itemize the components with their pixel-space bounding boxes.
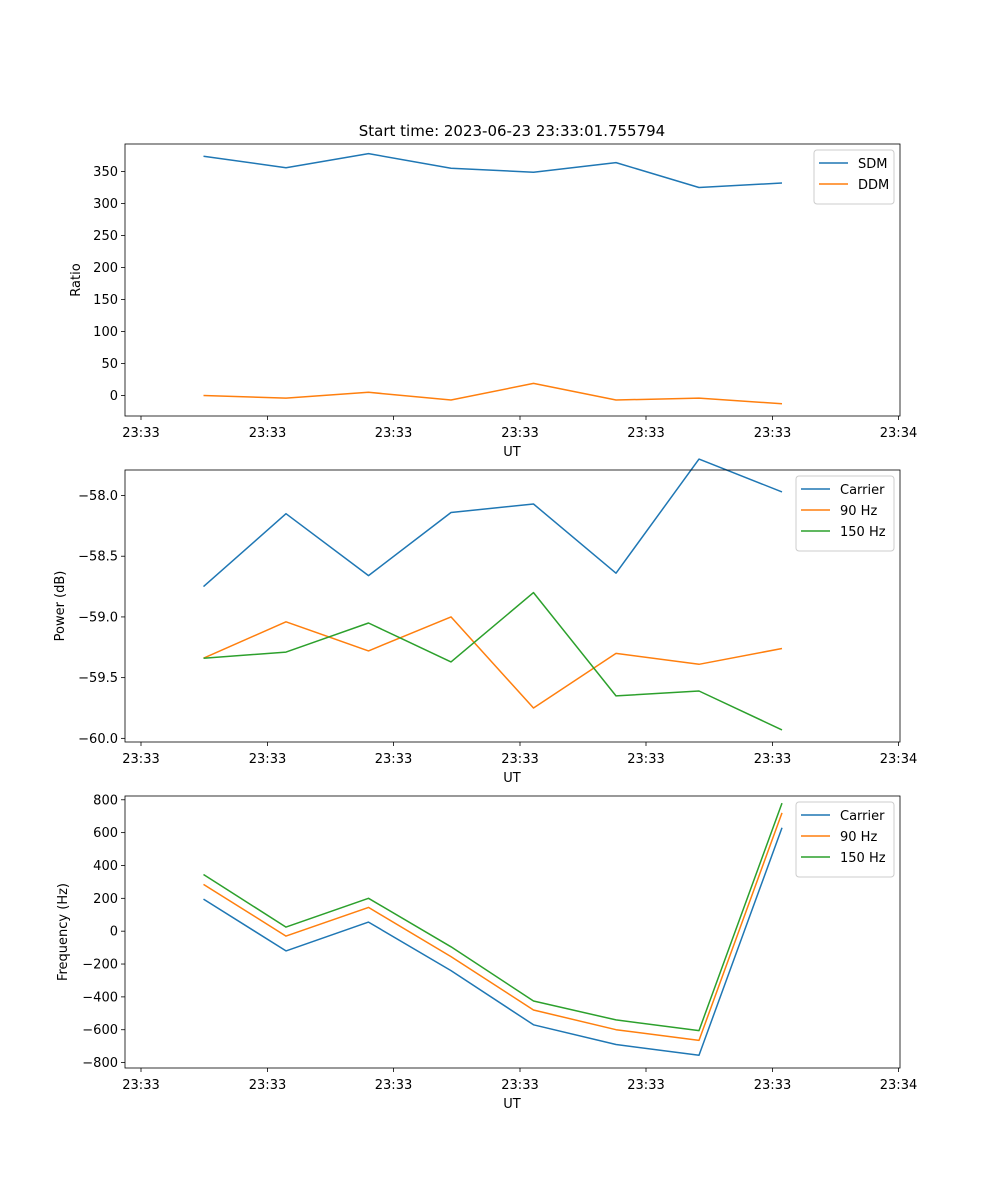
- ratio-panel: 23:33 23:33 23:33 23:33 23:33 23:33 23:34 0 50 10…: [69, 143, 917, 460]
- x-tick-label: 23:33: [627, 426, 664, 441]
- axes-frame: [124, 795, 901, 1069]
- series-line-carrier: [203, 458, 783, 588]
- frequency-panel: 23:33 23:33 23:33 23:33 23:33 23:33 23:34 −800 −…: [56, 793, 917, 1112]
- x-tick-label: 23:33: [122, 426, 159, 441]
- legend-label: 150 Hz: [840, 851, 886, 866]
- y-tick-label: 300: [93, 197, 118, 212]
- y-tick-label: 0: [110, 925, 118, 940]
- x-tick-label: 23:34: [880, 752, 917, 767]
- x-tick-label: 23:33: [375, 1078, 412, 1093]
- y-tick-label: 600: [93, 826, 118, 841]
- series-line-90-hz: [203, 812, 783, 1042]
- y-tick-label: 250: [93, 229, 118, 244]
- x-tick-label: 23:33: [249, 1078, 286, 1093]
- series-line-150-hz: [203, 591, 783, 731]
- axes-frame: [124, 143, 901, 417]
- x-tick-label: 23:33: [122, 752, 159, 767]
- x-tick-label: 23:33: [249, 426, 286, 441]
- y-tick-label: 0: [110, 389, 118, 404]
- legend-box: [795, 801, 895, 878]
- y-tick-label: 800: [93, 793, 118, 808]
- x-tick-label: 23:33: [627, 752, 664, 767]
- x-tick-label: 23:33: [375, 426, 412, 441]
- legend-label: DDM: [858, 178, 889, 193]
- x-axis-label: UT: [503, 1097, 521, 1112]
- y-axis-label: Ratio: [69, 263, 84, 296]
- x-tick-label: 23:33: [122, 1078, 159, 1093]
- y-tick-label: −59.0: [78, 610, 118, 625]
- series-line-carrier: [203, 827, 783, 1056]
- y-tick-label: −200: [82, 958, 118, 973]
- y-axis-label: Power (dB): [53, 571, 68, 642]
- chart-title: Start time: 2023-06-23 23:33:01.755794: [359, 122, 665, 140]
- power-panel: 23:33 23:33 23:33 23:33 23:33 23:33 23:34 −60.0…: [53, 458, 917, 786]
- legend-label: 150 Hz: [840, 525, 886, 540]
- y-tick-label: 200: [93, 261, 118, 276]
- y-tick-label: −60.0: [78, 732, 118, 747]
- x-axis-label: UT: [503, 771, 521, 786]
- y-tick-label: −400: [82, 990, 118, 1005]
- x-tick-label: 23:33: [754, 752, 791, 767]
- y-tick-label: 150: [93, 293, 118, 308]
- legend-label: 90 Hz: [840, 504, 877, 519]
- y-tick-label: −59.5: [78, 671, 118, 686]
- x-tick-label: 23:33: [627, 1078, 664, 1093]
- x-axis-label: UT: [503, 445, 521, 460]
- legend-label: SDM: [858, 157, 887, 172]
- y-tick-label: −600: [82, 1023, 118, 1038]
- x-tick-label: 23:34: [880, 426, 917, 441]
- y-tick-label: 50: [101, 357, 118, 372]
- y-tick-label: 350: [93, 165, 118, 180]
- legend: Carrier 90 Hz 150 Hz: [795, 801, 895, 878]
- y-tick-label: 400: [93, 859, 118, 874]
- y-axis-label: Frequency (Hz): [56, 883, 71, 981]
- y-tick-label: −800: [82, 1056, 118, 1071]
- x-tick-label: 23:33: [501, 1078, 538, 1093]
- series-line-sdm: [203, 152, 783, 189]
- y-tick-label: −58.0: [78, 489, 118, 504]
- x-tick-label: 23:34: [880, 1078, 917, 1093]
- legend-label: 90 Hz: [840, 830, 877, 845]
- x-tick-label: 23:33: [501, 752, 538, 767]
- y-tick-label: 200: [93, 892, 118, 907]
- y-tick-label: 100: [93, 325, 118, 340]
- legend-box: [795, 475, 895, 552]
- legend-label: Carrier: [840, 809, 885, 824]
- legend: Carrier 90 Hz 150 Hz: [795, 475, 895, 552]
- series-line-ddm: [203, 382, 783, 405]
- series-line-90-hz: [203, 616, 783, 709]
- x-tick-label: 23:33: [501, 426, 538, 441]
- x-tick-label: 23:33: [754, 1078, 791, 1093]
- x-tick-label: 23:33: [754, 426, 791, 441]
- x-tick-label: 23:33: [375, 752, 412, 767]
- legend-label: Carrier: [840, 483, 885, 498]
- axes-frame: [124, 469, 901, 743]
- series-line-150-hz: [203, 802, 783, 1032]
- legend: SDM DDM: [813, 149, 895, 205]
- x-tick-label: 23:33: [249, 752, 286, 767]
- y-tick-label: −58.5: [78, 550, 118, 565]
